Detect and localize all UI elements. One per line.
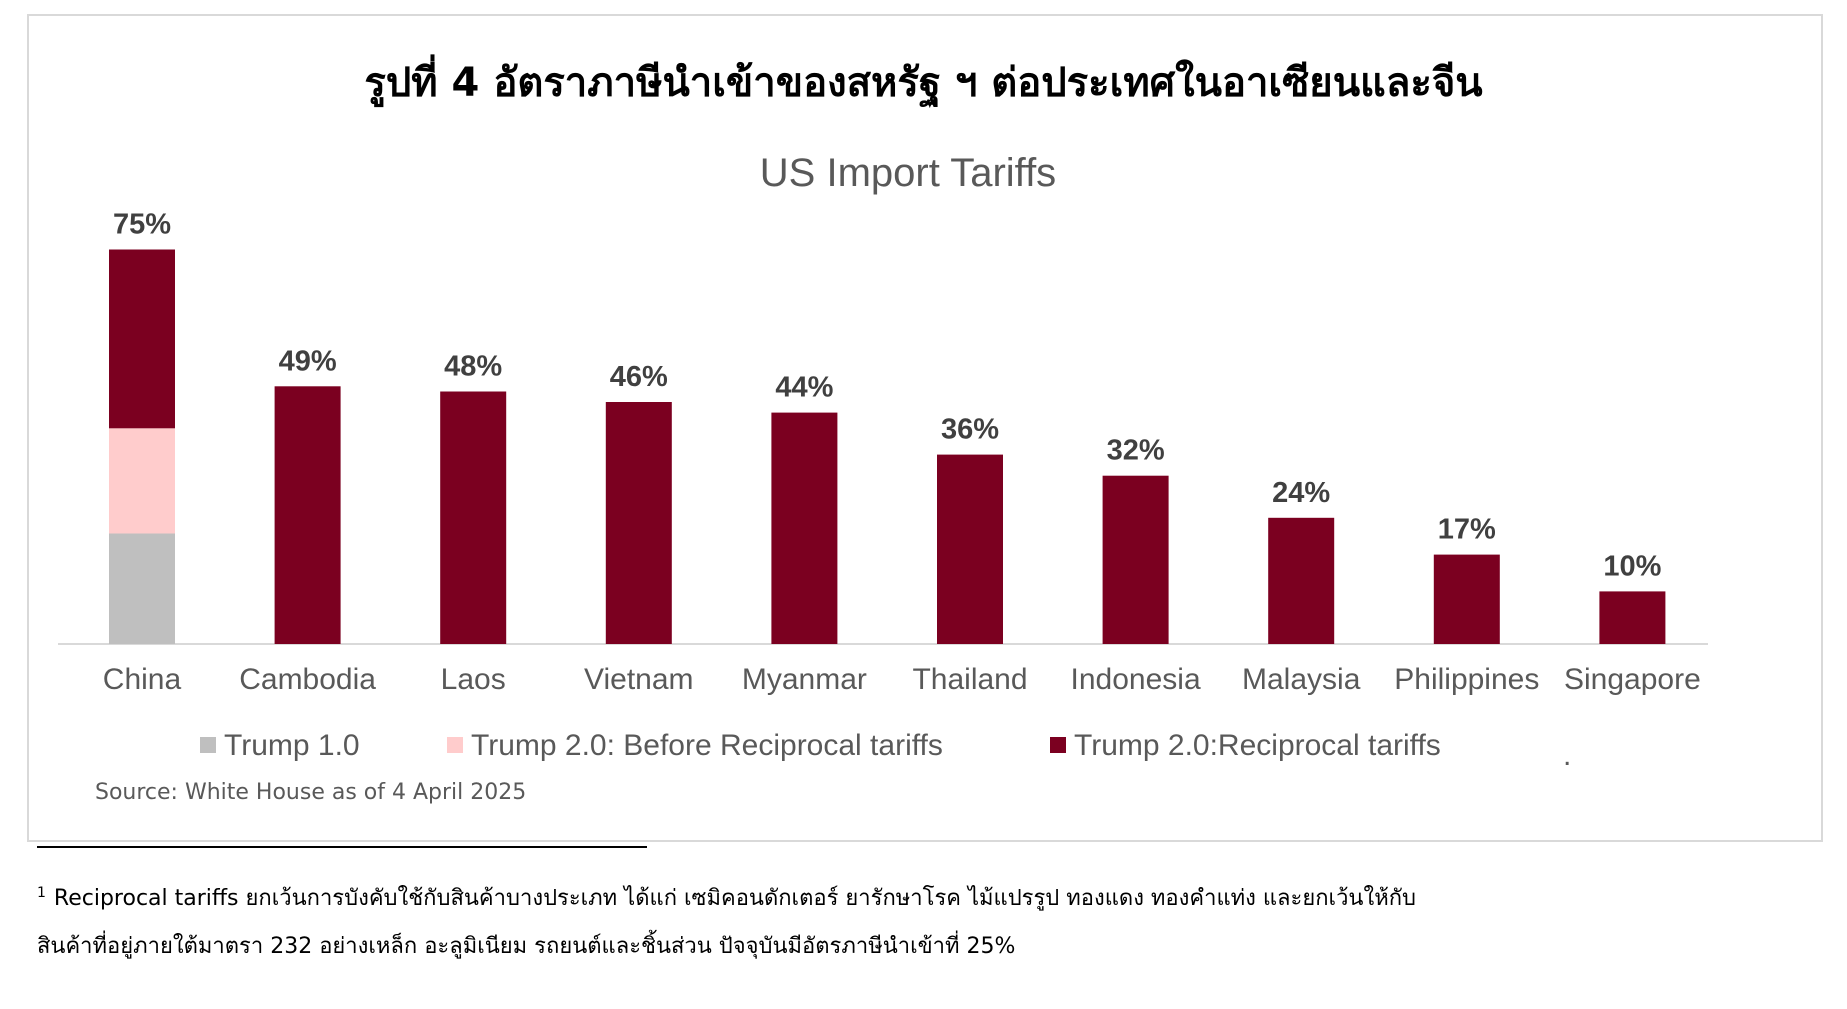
value-label-malaysia: 24% [1272, 477, 1330, 509]
footnote-marker: 1 [37, 885, 46, 901]
bar-indonesia-series-3 [1102, 475, 1169, 644]
value-label-cambodia: 49% [279, 345, 337, 377]
legend-swatch-2 [447, 737, 463, 753]
legend: Trump 1.0 Trump 2.0: Before Reciprocal ta… [200, 729, 1441, 762]
category-label-cambodia: Cambodia [239, 663, 376, 696]
footnote-text-1: Reciprocal tariffs ยกเว้นการบังคับใช้กับ… [53, 886, 1416, 911]
footnote-line-2: สินค้าที่อยู่ภายใต้มาตรา 232 อย่างเหล็ก … [37, 934, 1016, 959]
bar-laos-series-3 [440, 391, 507, 644]
legend-swatch-3 [1050, 737, 1066, 753]
category-label-indonesia: Indonesia [1071, 663, 1201, 696]
bar-malaysia-series-3 [1268, 517, 1335, 644]
category-label-philippines: Philippines [1394, 663, 1539, 696]
legend-label-2: Trump 2.0: Before Reciprocal tariffs [471, 729, 943, 762]
bar-vietnam-series-3 [605, 402, 672, 644]
bar-thailand-series-3 [937, 454, 1003, 644]
value-label-china: 75% [113, 209, 171, 241]
value-label-thailand: 36% [941, 414, 999, 446]
bar-china-series-1 [109, 533, 175, 644]
category-label-malaysia: Malaysia [1242, 663, 1361, 696]
labels-group: 75% China 49% Cambodia 48% Laos 46% Vietnam 44% M… [103, 209, 1701, 697]
category-label-china: China [103, 663, 182, 696]
legend-label-1: Trump 1.0 [224, 729, 360, 762]
legend-label-3: Trump 2.0:Reciprocal tariffs [1074, 729, 1441, 762]
source-note: Source: White House as of 4 April 2025 [95, 780, 527, 805]
bar-cambodia-series-3 [274, 386, 341, 644]
bar-china-series-3 [109, 249, 175, 429]
bars-group [109, 249, 1666, 644]
value-label-philippines: 17% [1438, 514, 1496, 546]
category-label-thailand: Thailand [912, 663, 1027, 696]
figure-title: รูปที่ 4 อัตราภาษีนำเข้าของสหรัฐ ฯ ต่อปร… [364, 60, 1483, 106]
bar-singapore-series-3 [1599, 591, 1666, 644]
category-label-vietnam: Vietnam [584, 663, 694, 696]
category-label-myanmar: Myanmar [742, 663, 867, 696]
value-label-singapore: 10% [1603, 550, 1661, 582]
category-label-singapore: Singapore [1564, 663, 1701, 696]
footnote-divider [37, 846, 647, 848]
value-label-myanmar: 44% [775, 372, 833, 404]
chart-title: US Import Tariffs [760, 151, 1056, 195]
bar-philippines-series-3 [1433, 554, 1500, 644]
legend-swatch-1 [200, 737, 216, 753]
category-label-laos: Laos [441, 663, 506, 696]
bar-china-series-2 [109, 428, 175, 534]
value-label-indonesia: 32% [1107, 435, 1165, 467]
value-label-vietnam: 46% [610, 361, 668, 393]
bar-myanmar-series-3 [771, 412, 838, 644]
value-label-laos: 48% [444, 351, 502, 383]
legend-trailing-mark: . [1563, 739, 1572, 772]
footnote-line-1: 1 Reciprocal tariffs ยกเว้นการบังคับใช้กั… [37, 880, 1817, 915]
